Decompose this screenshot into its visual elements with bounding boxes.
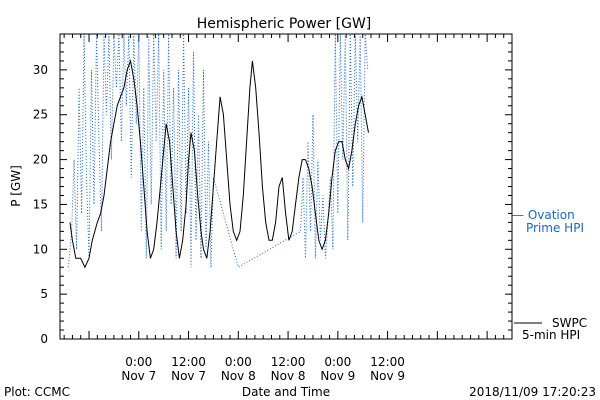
y-tick-label: 30 [33,63,48,77]
x-tick-label-time: 0:00 [324,355,351,369]
y-tick-label: 20 [33,153,48,167]
swpc-series-line [69,59,369,269]
x-axis-label: Date and Time [242,385,330,399]
y-tick-label: 0 [40,332,48,346]
y-axis: 0 5 10 15 20 25 30 [33,33,512,346]
footer-plot-credit: Plot: CCMC [4,385,70,399]
y-tick-label: 15 [33,197,48,211]
x-tick-label-time: 12:00 [171,355,206,369]
legend-ovation-line2: Prime HPI [526,221,584,235]
ovation-series-line [67,34,369,268]
y-tick-label: 10 [33,242,48,256]
footer-timestamp: 2018/11/09 17:20:23 [469,385,596,399]
x-tick-label-date: Nov 7 [121,369,156,383]
x-tick-label-time: 12:00 [271,355,306,369]
y-tick-label: 25 [33,108,48,122]
series-layer [67,34,369,269]
x-tick-label-date: Nov 7 [171,369,206,383]
plot-frame [59,33,513,340]
legend-ovation-line1: — Ovation [512,208,575,222]
x-tick-label-time: 0:00 [225,355,252,369]
legend-swpc-line2: 5-min HPI [522,328,580,342]
x-tick-label-date: Nov 8 [271,369,306,383]
x-tick-label-date: Nov 9 [370,369,405,383]
x-tick-label-date: Nov 8 [221,369,256,383]
x-tick-label-time: 12:00 [370,355,405,369]
y-tick-label: 5 [40,287,48,301]
legend-swpc-line1: SWPC [552,316,587,330]
y-axis-label: P [GW] [9,165,23,207]
chart-title: Hemispheric Power [GW] [197,16,372,32]
x-tick-label-time: 0:00 [125,355,152,369]
x-tick-label-date: Nov 9 [320,369,355,383]
